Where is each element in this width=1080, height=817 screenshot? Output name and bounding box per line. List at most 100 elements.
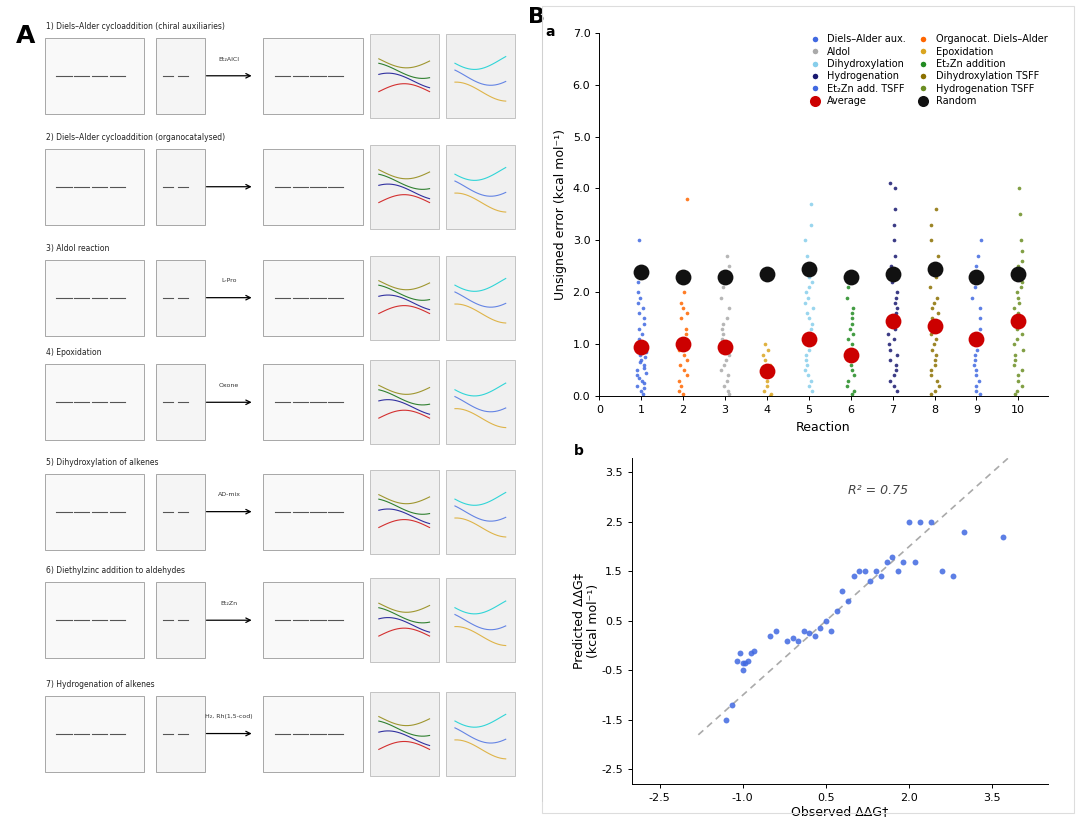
Point bbox=[886, 203, 903, 216]
Point bbox=[927, 203, 944, 216]
Point bbox=[922, 369, 940, 382]
Point bbox=[635, 361, 652, 374]
Point bbox=[767, 624, 784, 637]
Point bbox=[929, 291, 946, 304]
FancyBboxPatch shape bbox=[157, 583, 205, 659]
Point bbox=[812, 622, 829, 635]
Text: Et₂AlCl: Et₂AlCl bbox=[218, 56, 240, 61]
Point bbox=[846, 385, 863, 398]
Text: R² = 0.75: R² = 0.75 bbox=[848, 484, 908, 497]
Point bbox=[887, 297, 904, 310]
Point bbox=[883, 315, 901, 328]
Point bbox=[926, 262, 943, 275]
Point bbox=[789, 634, 807, 647]
Point bbox=[758, 379, 775, 392]
Point bbox=[761, 390, 779, 403]
Point bbox=[1010, 268, 1027, 281]
Point bbox=[887, 291, 904, 304]
Text: 4) Epoxidation: 4) Epoxidation bbox=[46, 348, 102, 357]
Point bbox=[839, 374, 856, 387]
Point bbox=[901, 516, 918, 529]
Point bbox=[676, 333, 693, 346]
Point bbox=[715, 328, 732, 341]
Point bbox=[968, 333, 985, 346]
Point bbox=[1010, 291, 1027, 304]
Point bbox=[845, 354, 862, 367]
Point bbox=[928, 374, 945, 387]
Point bbox=[883, 550, 901, 563]
Point bbox=[968, 260, 985, 273]
Text: 3) Aldol reaction: 3) Aldol reaction bbox=[46, 243, 110, 252]
Point bbox=[880, 317, 897, 330]
Point bbox=[675, 337, 692, 350]
Point bbox=[678, 369, 696, 382]
Point bbox=[718, 374, 735, 387]
Y-axis label: Unsigned error (kcal mol⁻¹): Unsigned error (kcal mol⁻¹) bbox=[554, 129, 567, 300]
Point bbox=[969, 270, 986, 283]
Point bbox=[637, 346, 654, 359]
Point bbox=[881, 354, 899, 367]
Point bbox=[889, 565, 906, 578]
Point bbox=[720, 387, 738, 400]
Point bbox=[1013, 255, 1030, 268]
FancyBboxPatch shape bbox=[264, 583, 363, 659]
Point bbox=[737, 657, 754, 670]
Point bbox=[1009, 369, 1026, 382]
Point bbox=[930, 306, 947, 319]
Point bbox=[629, 364, 646, 377]
Point bbox=[873, 569, 890, 583]
Point bbox=[1009, 260, 1026, 273]
Point bbox=[926, 317, 943, 330]
Point bbox=[842, 348, 860, 361]
Point bbox=[633, 341, 650, 354]
Point bbox=[779, 634, 796, 647]
Point bbox=[828, 605, 846, 618]
Point bbox=[761, 629, 779, 642]
Point bbox=[1013, 234, 1030, 247]
Text: a: a bbox=[545, 25, 555, 39]
FancyBboxPatch shape bbox=[446, 360, 515, 444]
X-axis label: Reaction: Reaction bbox=[796, 421, 851, 434]
Point bbox=[784, 632, 801, 645]
Point bbox=[878, 555, 895, 568]
Point bbox=[842, 343, 860, 356]
Point bbox=[970, 337, 987, 350]
Point bbox=[1014, 379, 1031, 392]
Point bbox=[742, 646, 759, 659]
Point bbox=[971, 387, 988, 400]
Point bbox=[968, 369, 985, 382]
Point bbox=[636, 312, 653, 325]
Point bbox=[887, 364, 904, 377]
Point bbox=[881, 176, 899, 190]
Point bbox=[928, 333, 945, 346]
Point bbox=[715, 281, 732, 294]
Point bbox=[670, 374, 687, 387]
Point bbox=[886, 218, 903, 231]
Point bbox=[637, 366, 654, 379]
Point bbox=[671, 385, 688, 398]
Point bbox=[630, 333, 647, 346]
Point bbox=[800, 281, 818, 294]
Point bbox=[718, 337, 735, 350]
Point bbox=[883, 275, 901, 288]
Point bbox=[1011, 297, 1028, 310]
Point bbox=[1005, 301, 1023, 315]
Point bbox=[972, 301, 989, 315]
Point bbox=[1010, 270, 1027, 283]
Point bbox=[887, 306, 904, 319]
Point bbox=[629, 341, 646, 354]
Point bbox=[674, 387, 691, 400]
Point bbox=[922, 328, 940, 341]
Point bbox=[970, 333, 987, 346]
Point bbox=[672, 265, 689, 278]
Point bbox=[671, 343, 688, 356]
Point bbox=[967, 354, 984, 367]
Point bbox=[718, 354, 735, 367]
Point bbox=[755, 348, 772, 361]
Point bbox=[714, 333, 731, 346]
Text: H₂, Rh(1,5-cod): H₂, Rh(1,5-cod) bbox=[205, 714, 253, 719]
Point bbox=[850, 565, 867, 578]
Point bbox=[971, 312, 988, 325]
Point bbox=[802, 333, 820, 346]
Point bbox=[895, 555, 913, 568]
